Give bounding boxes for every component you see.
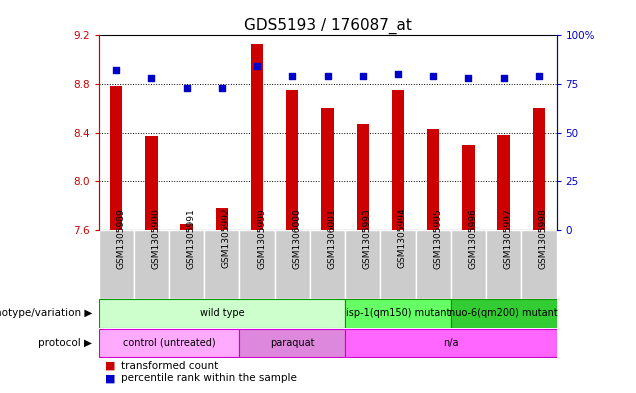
Text: n/a: n/a <box>443 338 459 348</box>
Text: GSM1306000: GSM1306000 <box>293 208 301 268</box>
Point <box>499 75 509 81</box>
Text: wild type: wild type <box>200 309 244 318</box>
Bar <box>310 230 345 299</box>
Bar <box>462 145 474 230</box>
Bar <box>451 230 486 299</box>
Bar <box>169 230 204 299</box>
Bar <box>345 299 451 328</box>
Bar <box>451 299 556 328</box>
Text: GSM1305995: GSM1305995 <box>433 208 442 268</box>
Text: ■: ■ <box>105 373 116 383</box>
Text: GSM1305996: GSM1305996 <box>469 208 478 268</box>
Point <box>428 73 438 79</box>
Text: nuo-6(qm200) mutant: nuo-6(qm200) mutant <box>449 309 558 318</box>
Bar <box>181 224 193 230</box>
Point <box>357 73 368 79</box>
Bar <box>345 230 380 299</box>
Text: paraquat: paraquat <box>270 338 315 348</box>
Bar <box>145 136 158 230</box>
Text: GSM1305997: GSM1305997 <box>504 208 513 268</box>
Bar <box>286 90 298 230</box>
Bar <box>216 208 228 230</box>
Bar <box>380 230 415 299</box>
Text: GSM1306001: GSM1306001 <box>328 208 336 268</box>
Text: percentile rank within the sample: percentile rank within the sample <box>121 373 297 383</box>
Bar <box>321 108 334 230</box>
Bar <box>204 230 240 299</box>
Text: GSM1305994: GSM1305994 <box>398 208 407 268</box>
Bar <box>110 86 122 230</box>
Bar <box>99 299 345 328</box>
Bar <box>522 230 556 299</box>
Point <box>217 85 227 91</box>
Bar <box>240 329 345 357</box>
Text: GSM1305990: GSM1305990 <box>151 208 160 268</box>
Bar <box>415 230 451 299</box>
Text: GSM1305989: GSM1305989 <box>116 208 125 268</box>
Bar <box>486 230 522 299</box>
Bar <box>345 329 556 357</box>
Bar <box>251 44 263 230</box>
Bar <box>357 124 369 230</box>
Bar <box>392 90 404 230</box>
Text: isp-1(qm150) mutant: isp-1(qm150) mutant <box>346 309 450 318</box>
Point <box>322 73 333 79</box>
Text: protocol ▶: protocol ▶ <box>38 338 92 348</box>
Point <box>146 75 156 81</box>
Bar <box>240 230 275 299</box>
Text: GSM1305993: GSM1305993 <box>363 208 372 268</box>
Text: GSM1305992: GSM1305992 <box>222 208 231 268</box>
Title: GDS5193 / 176087_at: GDS5193 / 176087_at <box>244 18 411 34</box>
Text: GSM1305991: GSM1305991 <box>186 208 196 268</box>
Point <box>464 75 474 81</box>
Bar <box>99 329 240 357</box>
Point <box>287 73 298 79</box>
Text: transformed count: transformed count <box>121 361 218 371</box>
Bar <box>533 108 545 230</box>
Point <box>393 71 403 77</box>
Point <box>534 73 544 79</box>
Point <box>181 85 191 91</box>
Text: genotype/variation ▶: genotype/variation ▶ <box>0 309 92 318</box>
Text: GSM1305998: GSM1305998 <box>539 208 548 268</box>
Bar <box>99 230 134 299</box>
Bar <box>497 135 510 230</box>
Text: GSM1305999: GSM1305999 <box>257 208 266 268</box>
Point <box>111 67 121 73</box>
Text: control (untreated): control (untreated) <box>123 338 216 348</box>
Bar <box>275 230 310 299</box>
Bar <box>427 129 439 230</box>
Text: ■: ■ <box>105 361 116 371</box>
Bar <box>134 230 169 299</box>
Point <box>252 63 262 70</box>
